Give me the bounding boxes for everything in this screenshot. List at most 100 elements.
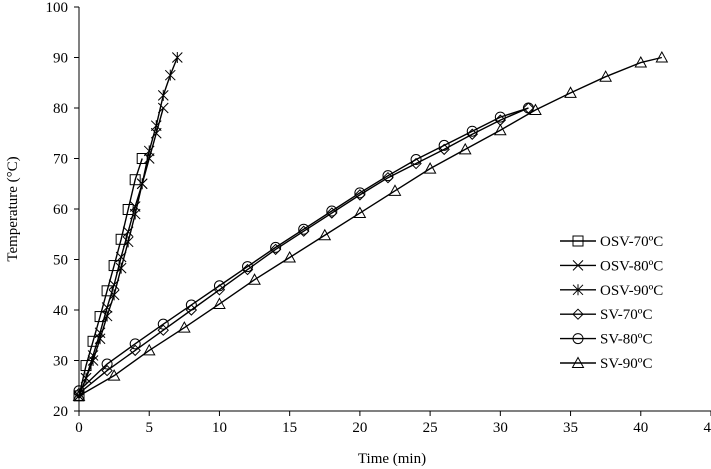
y-tick-label: 90 (53, 51, 68, 67)
series-SV-90ºC (72, 50, 669, 401)
x-tick-label: 0 (75, 420, 83, 436)
data-point (529, 103, 542, 116)
legend-marker (571, 356, 585, 368)
data-point (298, 223, 310, 235)
data-point (177, 321, 191, 333)
y-axis-title: Temperature (°C) (5, 156, 21, 261)
data-point (564, 86, 577, 98)
data-point (438, 139, 450, 151)
data-point (129, 208, 141, 220)
data-point (493, 123, 507, 136)
data-point (73, 387, 85, 400)
legend-label: OSV-90ºC (600, 283, 663, 299)
data-point (171, 52, 183, 63)
x-tick-label: 35 (563, 420, 578, 436)
data-point (150, 120, 162, 132)
y-tick-label: 80 (53, 101, 68, 117)
series-OSV-90ºC (73, 52, 183, 402)
y-tick-label: 40 (53, 303, 68, 319)
data-point (353, 206, 367, 219)
legend-label: SV-90ºC (600, 356, 652, 372)
data-point (599, 70, 613, 82)
data-point (164, 69, 176, 81)
data-point (143, 153, 155, 164)
data-point (143, 145, 155, 157)
data-point (466, 125, 478, 137)
data-point (298, 225, 310, 237)
legend-label: OSV-80ºC (600, 258, 663, 274)
data-point (213, 297, 226, 309)
series-line (78, 107, 529, 394)
data-point (458, 142, 472, 155)
data-point (129, 174, 141, 186)
legend-item: OSV-80ºC (560, 258, 663, 274)
y-tick-label: 100 (46, 0, 69, 16)
y-tick-label: 50 (53, 253, 68, 269)
x-tick-label: 40 (633, 420, 648, 436)
legend-marker (572, 308, 584, 320)
data-point (270, 241, 282, 253)
data-point (388, 184, 402, 196)
legend-label: SV-80ºC (600, 332, 652, 348)
series-line (78, 56, 663, 397)
x-axis-title: Time (min) (358, 451, 426, 467)
data-point (101, 358, 113, 370)
data-point (157, 89, 169, 101)
data-point (129, 344, 141, 357)
legend-marker (572, 284, 584, 296)
series-line (78, 107, 164, 397)
legend-item: SV-80ºC (560, 332, 652, 348)
data-point (101, 364, 113, 377)
legend-label: SV-70ºC (600, 307, 652, 323)
data-point (326, 205, 338, 217)
data-point (129, 338, 141, 350)
x-tick-label: 30 (493, 420, 508, 436)
legend-item: OSV-70ºC (560, 234, 663, 250)
data-point (213, 280, 225, 292)
data-point (269, 243, 282, 256)
legend-marker (572, 333, 584, 345)
x-tick-label: 20 (352, 420, 367, 436)
series-SV-70ºC (73, 102, 535, 400)
x-tick-label: 15 (282, 420, 297, 436)
data-point (248, 273, 261, 285)
data-point (101, 310, 113, 322)
data-point (72, 389, 86, 401)
data-point (136, 178, 148, 190)
data-point (326, 207, 338, 219)
data-point (87, 355, 99, 366)
y-tick-label: 20 (53, 404, 68, 420)
series-group (72, 50, 669, 402)
data-point (634, 56, 648, 68)
legend-label: OSV-70ºC (600, 234, 663, 250)
data-point (108, 289, 120, 301)
data-point (94, 333, 106, 345)
y-tick-label: 30 (53, 354, 68, 370)
data-point (122, 236, 134, 248)
data-point (107, 369, 121, 381)
legend-marker (572, 260, 584, 271)
axis-ticks: 0 5 10 15 20 25 30 35 40 45 20 30 40 50 60 70 80 90 100 (46, 0, 711, 436)
legend: OSV-70ºC OSV-80ºC OSV-90ºC SV-70ºC SV-80ºC SV… (560, 234, 663, 372)
data-point (382, 171, 394, 184)
series-line (78, 158, 143, 397)
series-line (78, 107, 529, 392)
data-point (157, 318, 169, 330)
legend-marker (572, 235, 584, 247)
data-point (283, 250, 297, 263)
legend-item: SV-70ºC (560, 307, 652, 323)
x-tick-label: 25 (423, 420, 438, 436)
data-point (354, 187, 366, 199)
data-point (354, 189, 366, 201)
series-OSV-70ºC (73, 153, 148, 402)
data-point (423, 162, 437, 174)
data-point (185, 299, 197, 311)
y-tick-label: 60 (53, 202, 68, 218)
series-SV-80ºC (73, 102, 534, 397)
data-point (410, 154, 422, 166)
data-point (157, 324, 169, 336)
x-tick-label: 10 (212, 420, 227, 436)
data-point (382, 170, 394, 182)
data-point (242, 261, 254, 273)
